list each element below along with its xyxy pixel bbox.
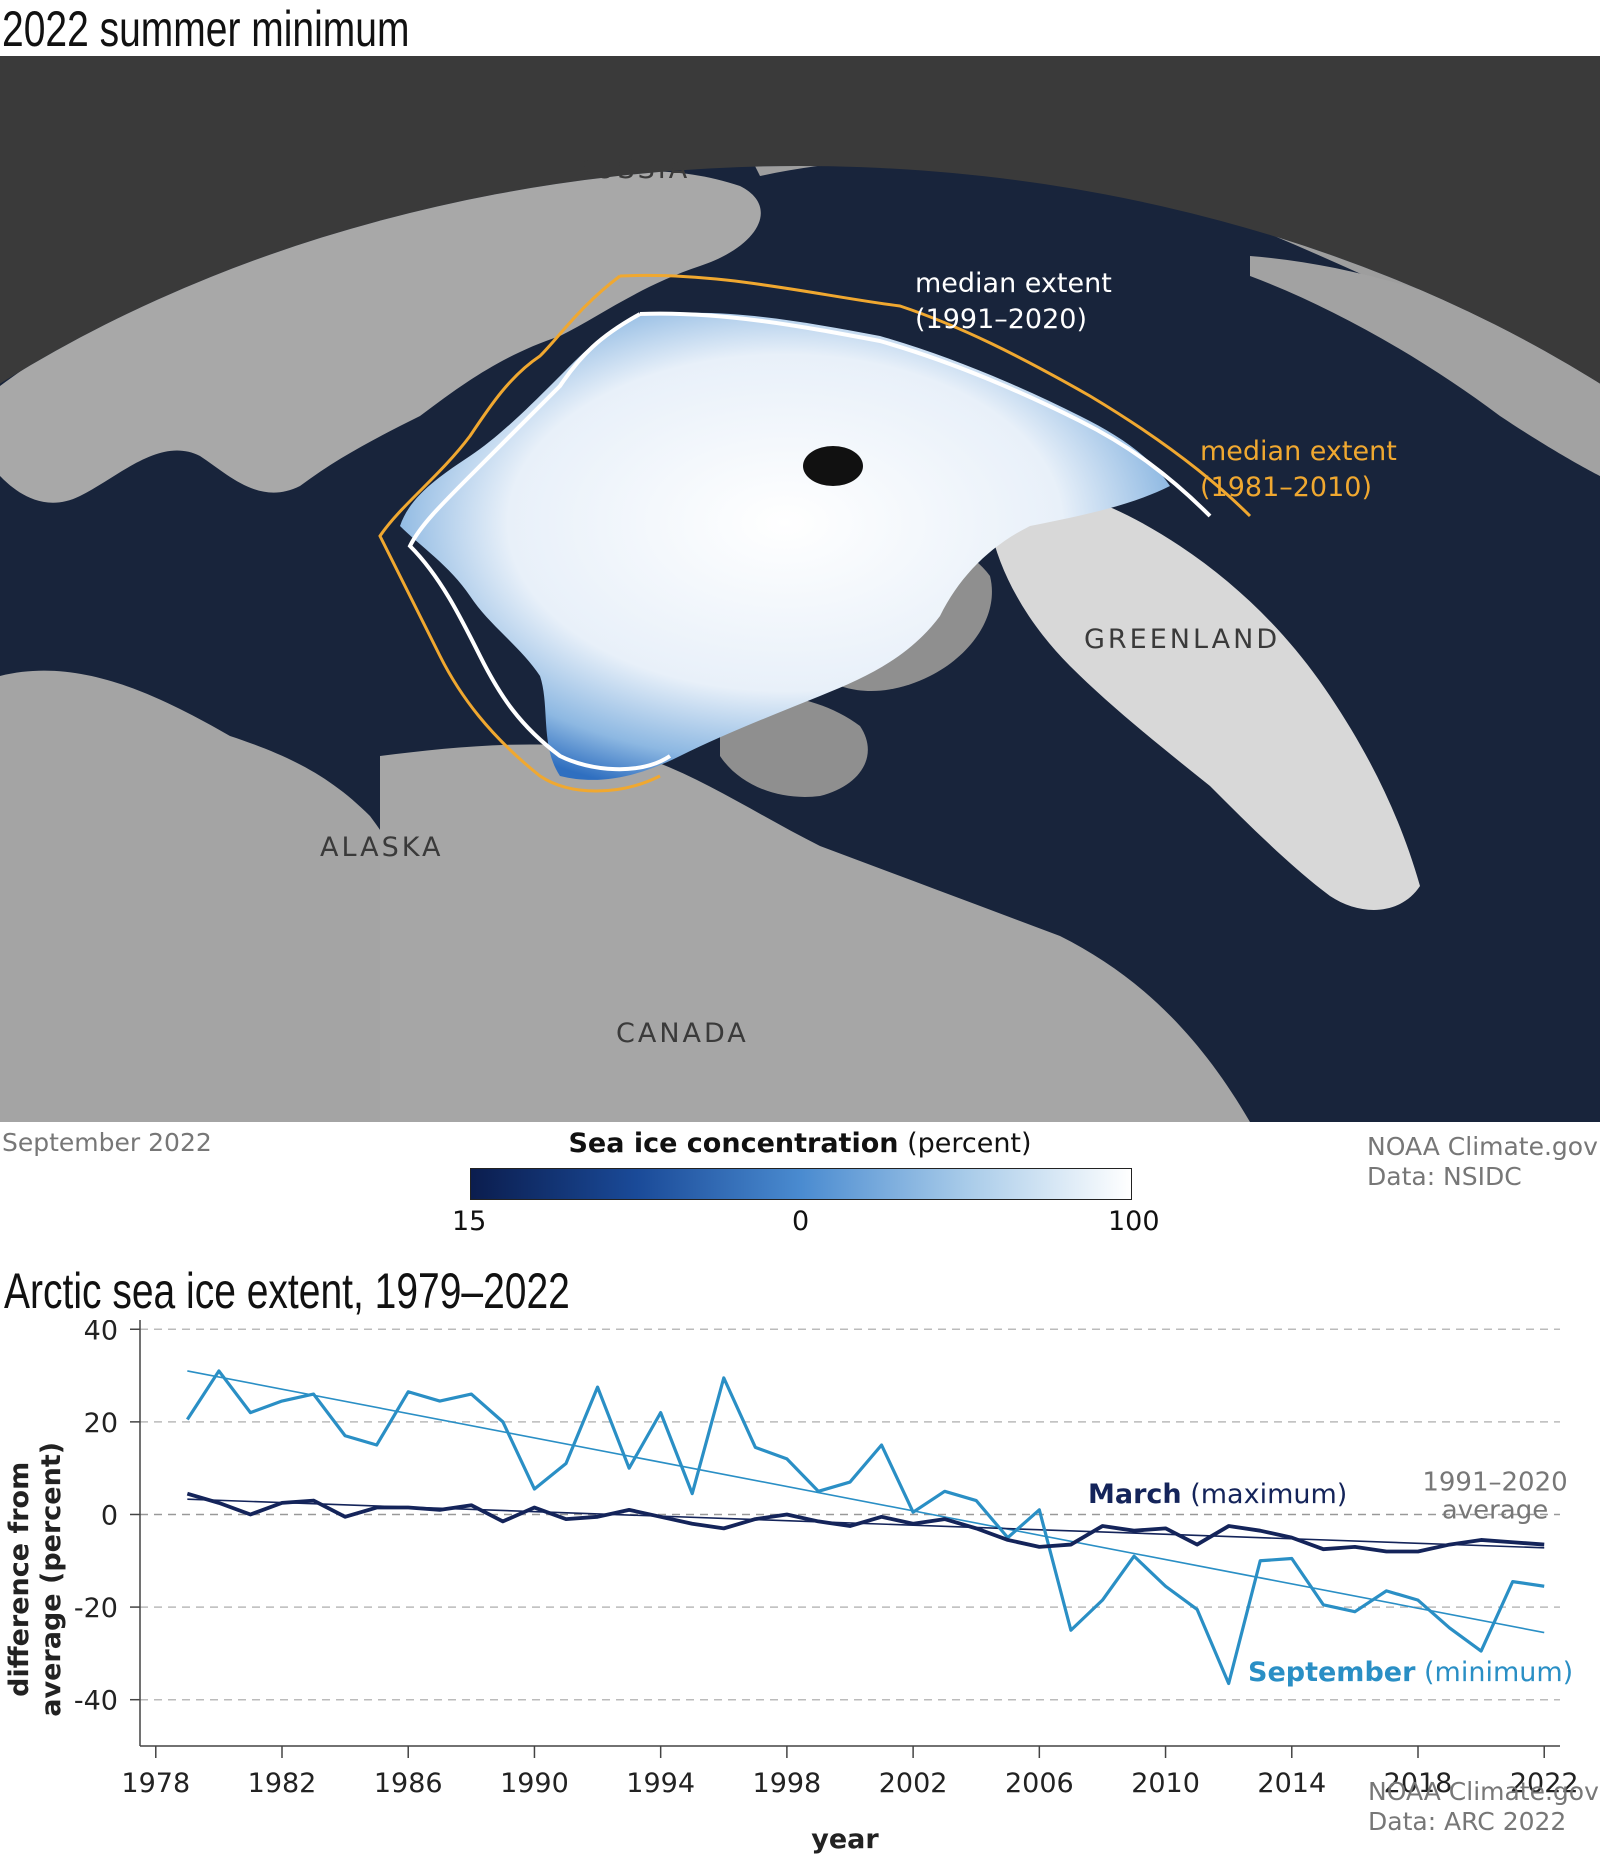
alaska-label: ALASKA: [320, 832, 444, 863]
legend-title-bold: Sea ice concentration: [568, 1128, 899, 1159]
canada-label: CANADA: [616, 1018, 749, 1049]
series-layer: [185, 1369, 1545, 1686]
median-1981-2010-label: median extent (1981–2010): [1200, 434, 1397, 506]
scandinavia-land: [1250, 256, 1600, 476]
september-trend-line: [187, 1370, 1545, 1634]
x-axis-label: year: [811, 1824, 879, 1855]
march-series-label: March (maximum): [1088, 1479, 1347, 1510]
chart-title: Arctic sea ice extent, 1979–2022: [4, 1263, 570, 1319]
y-tick-label: 20: [84, 1408, 118, 1439]
legend-title-rest: (percent): [898, 1128, 1032, 1159]
sea-ice-map: RUSSIA GREENLAND ALASKA CANADA median ex…: [0, 56, 1600, 1122]
x-tick-label: 2022: [1510, 1768, 1579, 1799]
legend-tick-100: 100: [1108, 1206, 1160, 1237]
x-tick-label: 1994: [626, 1768, 695, 1799]
september-series-line: [185, 1369, 1545, 1686]
median-1991-2020-label: median extent (1991–2020): [915, 266, 1112, 338]
x-tick-label: 2006: [1005, 1768, 1074, 1799]
x-tick-label: 2014: [1257, 1768, 1326, 1799]
september-label-note: (minimum): [1415, 1657, 1573, 1688]
map-credit-line1: NOAA Climate.gov: [1367, 1132, 1598, 1161]
x-tick-label: 1982: [248, 1768, 317, 1799]
y-tick-label: -20: [74, 1593, 118, 1624]
alaska-land: [0, 670, 430, 1122]
greenland-land: [990, 484, 1420, 910]
x-tick-label: 1986: [374, 1768, 443, 1799]
september-series-label: September (minimum): [1248, 1657, 1573, 1688]
x-tick-label: 2002: [879, 1768, 948, 1799]
axis-layer: 40 20 0 -20 -40 1978 1982 1986 1990 1994 1998 2002 2…: [4, 1320, 1579, 1855]
y-axis-label: difference from: [4, 1462, 35, 1697]
median-1991-line1: median extent: [915, 268, 1112, 299]
x-tick-label: 1978: [121, 1768, 190, 1799]
median-1981-line1: median extent: [1200, 436, 1397, 467]
map-date: September 2022: [2, 1128, 212, 1157]
y-axis-label: average (percent): [36, 1442, 67, 1717]
line-chart: 40 20 0 -20 -40 1978 1982 1986 1990 1994 1998 2002 2…: [4, 1320, 1599, 1855]
march-series-line: [186, 1491, 1545, 1554]
russia-label: RUSSIA: [573, 154, 691, 185]
grid-layer: [140, 1328, 1560, 1701]
russia-land: [0, 171, 761, 503]
legend-tick-15: 15: [452, 1206, 487, 1237]
median-extent-1991-2020: [407, 311, 1212, 772]
canada-land: [380, 744, 1250, 1122]
greenland-label: GREENLAND: [1084, 624, 1281, 655]
x-tick-label: 1998: [753, 1768, 822, 1799]
legend-color-bar: [470, 1168, 1132, 1200]
x-tick-label: 2018: [1384, 1768, 1453, 1799]
map-credit: NOAA Climate.gov Data: NSIDC: [1367, 1132, 1598, 1192]
march-label-note: (maximum): [1182, 1479, 1348, 1510]
x-tick-label: 1990: [500, 1768, 569, 1799]
y-tick-label: 40: [84, 1320, 118, 1346]
map-credit-line2: Data: NSIDC: [1367, 1162, 1522, 1191]
label-layer: March (maximum) September (minimum) 1991–2…: [1088, 1467, 1599, 1836]
chart-credit: NOAA Climate.gov: [1368, 1777, 1599, 1806]
legend-title: Sea ice concentration (percent): [0, 1128, 1600, 1159]
map-graphic: [0, 56, 1600, 1122]
legend-tick-0: 0: [792, 1206, 810, 1237]
median-1991-line2: (1991–2020): [915, 304, 1087, 335]
map-title: 2022 summer minimum: [2, 1, 410, 57]
baseline-average-label: average: [1442, 1495, 1548, 1525]
y-tick-label: 0: [101, 1500, 118, 1531]
median-extent-1981-2010: [378, 273, 1252, 793]
baseline-average-label: 1991–2020: [1422, 1467, 1567, 1497]
march-label-name: March: [1088, 1479, 1182, 1510]
x-tick-label: 2010: [1131, 1768, 1200, 1799]
chart-credit: Data: ARC 2022: [1368, 1807, 1566, 1836]
pole-hole: [803, 446, 863, 486]
median-1981-line2: (1981–2010): [1200, 472, 1372, 503]
sea-ice: [400, 312, 1170, 780]
y-tick-label: -40: [74, 1686, 118, 1717]
september-label-name: September: [1248, 1657, 1416, 1688]
